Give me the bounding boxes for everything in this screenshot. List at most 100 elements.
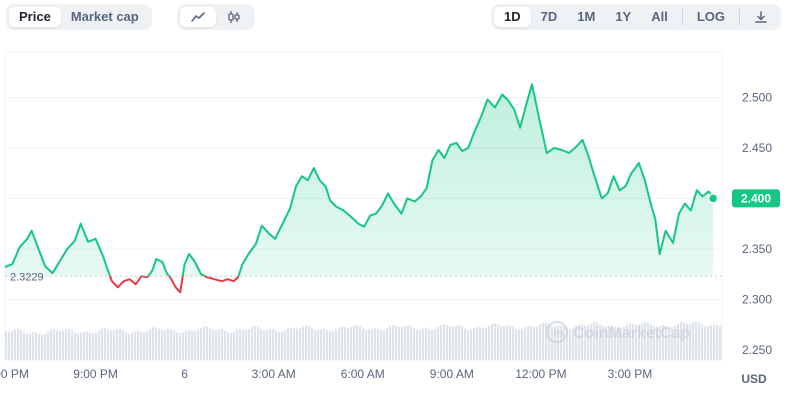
volume-bar	[353, 325, 356, 360]
range-all-button[interactable]: All	[651, 9, 668, 24]
volume-bar	[218, 328, 221, 360]
watermark: m CoinMarketCap	[545, 320, 691, 344]
volume-bar	[23, 332, 26, 360]
volume-bar	[395, 325, 398, 360]
volume-bar	[65, 328, 68, 360]
volume-bar	[71, 330, 74, 360]
volume-bar	[107, 329, 110, 360]
volume-bar	[35, 332, 38, 360]
range-7d-button[interactable]: 7D	[540, 9, 558, 24]
range-1m-button[interactable]: 1M	[577, 9, 596, 24]
volume-bar	[356, 325, 359, 360]
volume-bar	[125, 332, 128, 360]
volume-bar	[467, 330, 470, 360]
x-tick-label: 3:00 AM	[252, 367, 296, 381]
volume-bar	[260, 328, 263, 360]
volume-bar	[275, 330, 278, 360]
volume-bar	[350, 327, 353, 360]
volume-bar	[296, 328, 299, 360]
y-axis: 2.500 2.450 2.400 2.350 2.300 2.250	[742, 90, 772, 356]
volume-bar	[479, 327, 482, 360]
volume-bar	[539, 324, 542, 360]
volume-bar	[209, 328, 212, 360]
volume-bar	[473, 327, 476, 360]
volume-bar	[11, 330, 14, 360]
volume-bar	[146, 331, 149, 360]
volume-bar	[293, 328, 296, 360]
log-scale-button[interactable]: LOG	[696, 9, 726, 24]
volume-bar	[17, 328, 20, 360]
volume-bar	[5, 331, 8, 360]
volume-bar	[92, 333, 95, 360]
line-chart-button[interactable]	[180, 7, 216, 27]
volume-bar	[434, 328, 437, 360]
volume-bar	[89, 332, 92, 360]
volume-bar	[698, 322, 701, 360]
volume-bar	[248, 329, 251, 360]
volume-bar	[497, 324, 500, 360]
range-1y-button[interactable]: 1Y	[615, 9, 632, 24]
volume-bar	[650, 324, 653, 360]
candlestick-button[interactable]	[216, 7, 252, 27]
volume-bar	[239, 328, 242, 360]
volume-bar	[338, 327, 341, 360]
volume-bar	[311, 328, 314, 360]
metric-tab-group: Price Market cap	[6, 4, 152, 30]
volume-bar	[431, 329, 434, 360]
volume-bar	[287, 328, 290, 360]
volume-bar	[392, 325, 395, 360]
volume-bar	[416, 330, 419, 360]
volume-bar	[200, 328, 203, 360]
volume-bar	[8, 331, 11, 360]
volume-bar	[503, 326, 506, 360]
volume-bar	[626, 324, 629, 360]
volume-bar	[461, 326, 464, 360]
volume-bar	[653, 326, 656, 360]
volume-bar	[659, 325, 662, 360]
volume-bar	[506, 325, 509, 360]
volume-bar	[629, 323, 632, 360]
volume-bar	[335, 329, 338, 360]
volume-bar	[245, 329, 248, 360]
volume-bar	[584, 325, 587, 360]
volume-bar	[680, 322, 683, 360]
volume-bar	[41, 334, 44, 360]
price-line-up	[4, 83, 714, 277]
volume-bar	[485, 327, 488, 360]
volume-bar	[593, 322, 596, 360]
volume-bar	[488, 325, 491, 360]
volume-bar	[509, 325, 512, 360]
volume-bar	[716, 325, 719, 360]
volume-bar	[116, 328, 119, 360]
volume-bar	[188, 329, 191, 360]
open-price-label: 2.3229	[10, 271, 44, 283]
volume-bar	[599, 324, 602, 360]
volume-bar	[299, 328, 302, 360]
x-tick-label: 6:00 AM	[341, 367, 385, 381]
volume-bar	[29, 333, 32, 360]
volume-bar	[191, 330, 194, 360]
volume-bar	[104, 328, 107, 360]
range-1d-button[interactable]: 1D	[494, 7, 531, 27]
x-tick-label: 12:00 PM	[515, 367, 566, 381]
volume-bar	[482, 328, 485, 360]
volume-bar	[320, 329, 323, 360]
volume-bar	[701, 324, 704, 360]
volume-bar	[194, 331, 197, 360]
market-cap-tab[interactable]: Market cap	[70, 9, 139, 24]
current-price-dot	[707, 193, 719, 204]
line-chart-icon	[191, 12, 205, 22]
volume-bar	[227, 332, 230, 360]
volume-bar	[137, 330, 140, 360]
volume-bar	[710, 325, 713, 360]
volume-bar	[611, 325, 614, 360]
volume-bar	[20, 330, 23, 360]
price-area-fill	[5, 84, 714, 277]
volume-bar	[317, 329, 320, 360]
volume-bar	[290, 327, 293, 360]
toolbar-divider	[681, 9, 683, 25]
volume-bar	[236, 329, 239, 360]
download-button[interactable]	[744, 7, 778, 27]
price-tab[interactable]: Price	[9, 7, 61, 27]
